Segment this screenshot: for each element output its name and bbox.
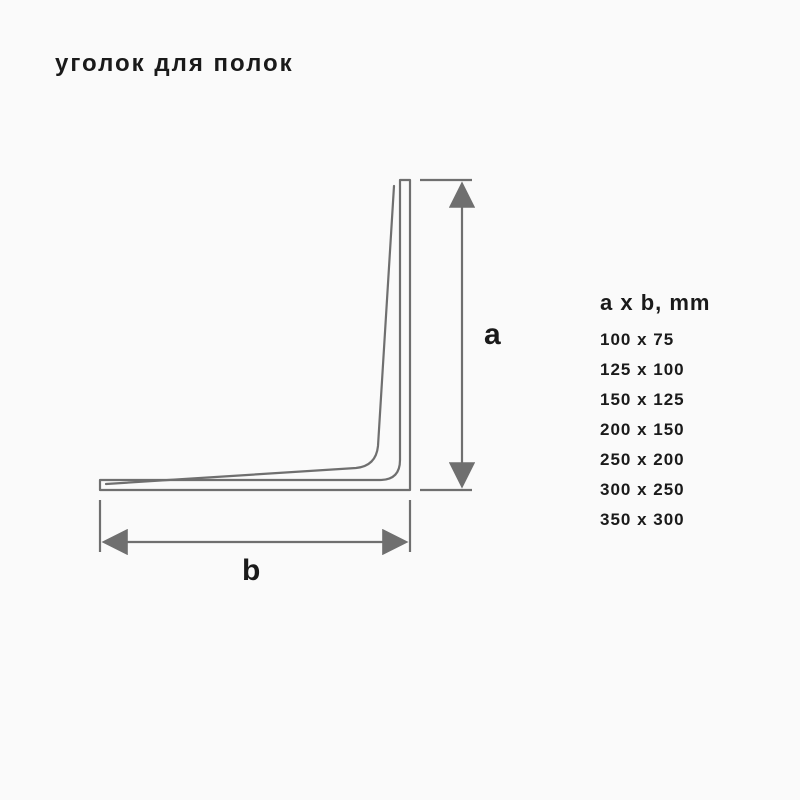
- bracket-diagram: a b: [90, 170, 520, 610]
- size-row: 150 x 125: [600, 390, 710, 410]
- dim-label-b: b: [242, 554, 260, 588]
- size-row: 350 x 300: [600, 510, 710, 530]
- page-title: уголок для полок: [55, 50, 294, 78]
- size-row: 200 x 150: [600, 420, 710, 440]
- dim-label-a: a: [484, 318, 501, 352]
- size-row: 100 x 75: [600, 330, 710, 350]
- bracket-outline: [100, 180, 410, 490]
- sizes-header: a x b, mm: [600, 290, 710, 316]
- size-row: 250 x 200: [600, 450, 710, 470]
- size-row: 125 x 100: [600, 360, 710, 380]
- dimension-b: [100, 500, 410, 552]
- sizes-panel: a x b, mm 100 x 75 125 x 100 150 x 125 2…: [600, 290, 710, 540]
- dimension-a: [420, 180, 472, 490]
- bracket-svg: [90, 170, 520, 610]
- size-row: 300 x 250: [600, 480, 710, 500]
